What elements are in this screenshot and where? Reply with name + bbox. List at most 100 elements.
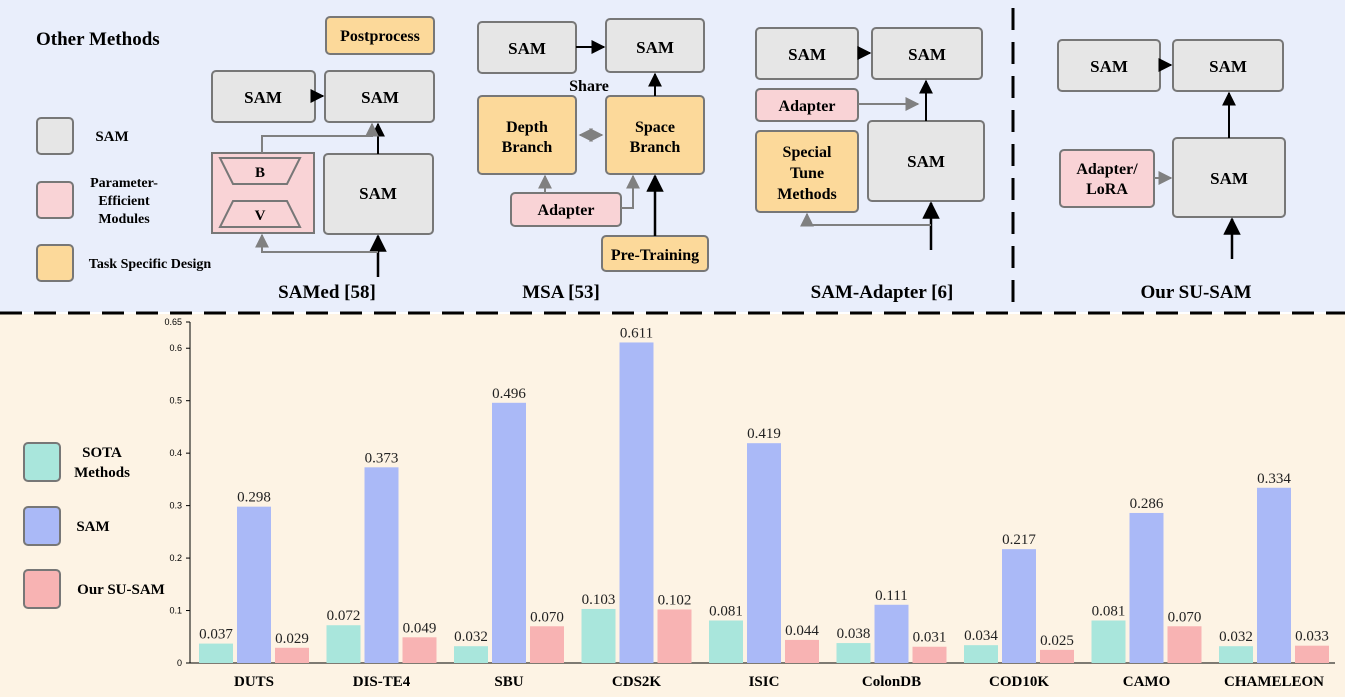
bar-value-label: 0.029 — [275, 631, 309, 647]
bar-sam — [1257, 487, 1291, 663]
x-category-label: DUTS — [234, 674, 274, 690]
bar-value-label: 0.072 — [327, 608, 361, 624]
bar-our-su-sam — [912, 646, 947, 663]
legend-sam-swatch — [36, 117, 74, 155]
bar-value-label: 0.298 — [237, 490, 271, 506]
y-tick-label: 0.6 — [169, 343, 182, 353]
bar-value-label: 0.031 — [913, 630, 947, 646]
bar-our-su-sam — [1167, 626, 1202, 663]
legend-pem-swatch — [36, 181, 74, 219]
legend-sam-label: SAM — [95, 129, 128, 145]
chart-legend: SOTA Methods SAM Our SU-SAM — [23, 442, 165, 609]
legend-susam-label: Our SU-SAM — [77, 582, 165, 598]
bar-value-label: 0.103 — [582, 592, 616, 608]
x-category-label: CAMO — [1123, 674, 1171, 690]
bar-value-label: 0.217 — [1002, 532, 1036, 548]
y-tick-label: 0.4 — [169, 448, 182, 458]
msa-sam-box-b — [605, 18, 705, 73]
bar-value-label: 0.070 — [1168, 609, 1202, 625]
bar-sam — [237, 506, 271, 663]
bar-sam — [619, 342, 654, 663]
susam-title: Our SU-SAM — [1140, 282, 1251, 303]
bar-sota-methods — [836, 643, 871, 663]
bar-our-su-sam — [1040, 649, 1074, 663]
x-category-label: SBU — [494, 674, 523, 690]
bar-our-su-sam — [785, 639, 819, 663]
samadapter-sam-label-b: SAM — [908, 45, 946, 64]
susam-sam-label-c: SAM — [1210, 169, 1248, 188]
y-tick-label: 0.5 — [169, 396, 182, 406]
samed-arrow-bv-up — [261, 122, 379, 153]
samadapter-title: SAM-Adapter [6] — [811, 282, 954, 303]
bar-sam — [747, 443, 781, 663]
samed-v-label: V — [255, 208, 266, 224]
bar-sam — [874, 604, 909, 663]
msa-adapter-to-space — [621, 174, 640, 209]
samed-arrow-input-to-bv — [255, 233, 378, 253]
bar-value-label: 0.049 — [403, 620, 437, 636]
bar-value-label: 0.032 — [454, 629, 488, 645]
samed-sam-label-a: SAM — [244, 88, 282, 107]
legend-sota-swatch — [23, 442, 61, 482]
bar-value-label: 0.033 — [1295, 629, 1329, 645]
susam-adapter-label-1: Adapter/ — [1076, 161, 1138, 178]
x-category-label: DIS-TE4 — [353, 674, 411, 690]
bar-value-label: 0.070 — [530, 609, 564, 625]
samed-postprocess-label: Postprocess — [340, 28, 420, 45]
samed-sam-label-b: SAM — [361, 88, 399, 107]
legend-susam-swatch — [23, 569, 61, 609]
chart-bars: 0.037 0.298 0.029 0.072 0.373 0.049 0.032 0.496… — [199, 325, 1329, 663]
msa-adapter-box — [510, 192, 622, 227]
x-category-label: ISIC — [749, 674, 780, 690]
samadapter-special-label-3: Methods — [777, 186, 837, 203]
susam-adapter-label-2: LoRA — [1086, 181, 1128, 198]
other-methods-heading: Other Methods — [36, 29, 160, 50]
msa-depth-branch-box — [477, 95, 577, 175]
bar-value-label: 0.081 — [709, 604, 743, 620]
bar-our-su-sam — [402, 637, 437, 663]
y-tick-label: 0.1 — [169, 606, 182, 616]
samadapter-sam-label-a: SAM — [788, 45, 826, 64]
samed-postprocess-box — [325, 16, 435, 55]
bar-value-label: 0.334 — [1257, 471, 1291, 487]
bar-value-label: 0.034 — [964, 628, 998, 644]
samed-sam-box-b — [324, 70, 435, 123]
bar-sota-methods — [454, 646, 488, 663]
legend-task-label: Task Specific Design — [89, 257, 212, 272]
msa-sam-label-b: SAM — [636, 38, 674, 57]
bar-sota-methods — [964, 645, 998, 663]
legend-pem-label-2: Efficient — [98, 194, 150, 209]
samadapter-sam-box-b — [871, 27, 983, 80]
bar-sota-methods — [1091, 620, 1126, 663]
x-category-label: CDS2K — [612, 674, 662, 690]
bar-value-label: 0.025 — [1040, 633, 1074, 649]
bar-value-label: 0.044 — [785, 623, 819, 639]
bar-sota-methods — [709, 620, 743, 663]
bar-value-label: 0.419 — [747, 426, 781, 442]
msa-adapter-label: Adapter — [538, 202, 595, 219]
susam-sam-box-b — [1172, 39, 1284, 92]
bar-value-label: 0.286 — [1130, 496, 1164, 512]
x-category-label: COD10K — [989, 674, 1049, 690]
legend-task-swatch — [36, 244, 74, 282]
samadapter-adapter-label: Adapter — [779, 98, 836, 115]
msa-sam-label-a: SAM — [508, 39, 546, 58]
bar-sam — [492, 402, 526, 663]
samed-b-label: B — [255, 165, 265, 181]
samadapter-special-box — [755, 130, 859, 213]
samadapter-special-label-1: Special — [783, 144, 832, 161]
msa-depth-label-1: Depth — [506, 119, 548, 136]
msa-space-label-2: Branch — [630, 139, 681, 156]
bar-value-label: 0.038 — [837, 626, 871, 642]
legend-sam-bar-swatch — [23, 506, 61, 546]
samadapter-input-to-special — [800, 212, 931, 227]
y-tick-label: 0 — [177, 658, 182, 668]
bar-our-su-sam — [1295, 645, 1329, 663]
bar-sota-methods — [1219, 646, 1253, 663]
bar-our-su-sam — [657, 609, 692, 663]
bar-sam — [364, 467, 399, 663]
bar-our-su-sam — [530, 626, 564, 663]
y-tick-label: 0.65 — [164, 317, 182, 327]
bar-sota-methods — [326, 625, 361, 663]
bar-value-label: 0.081 — [1092, 604, 1126, 620]
